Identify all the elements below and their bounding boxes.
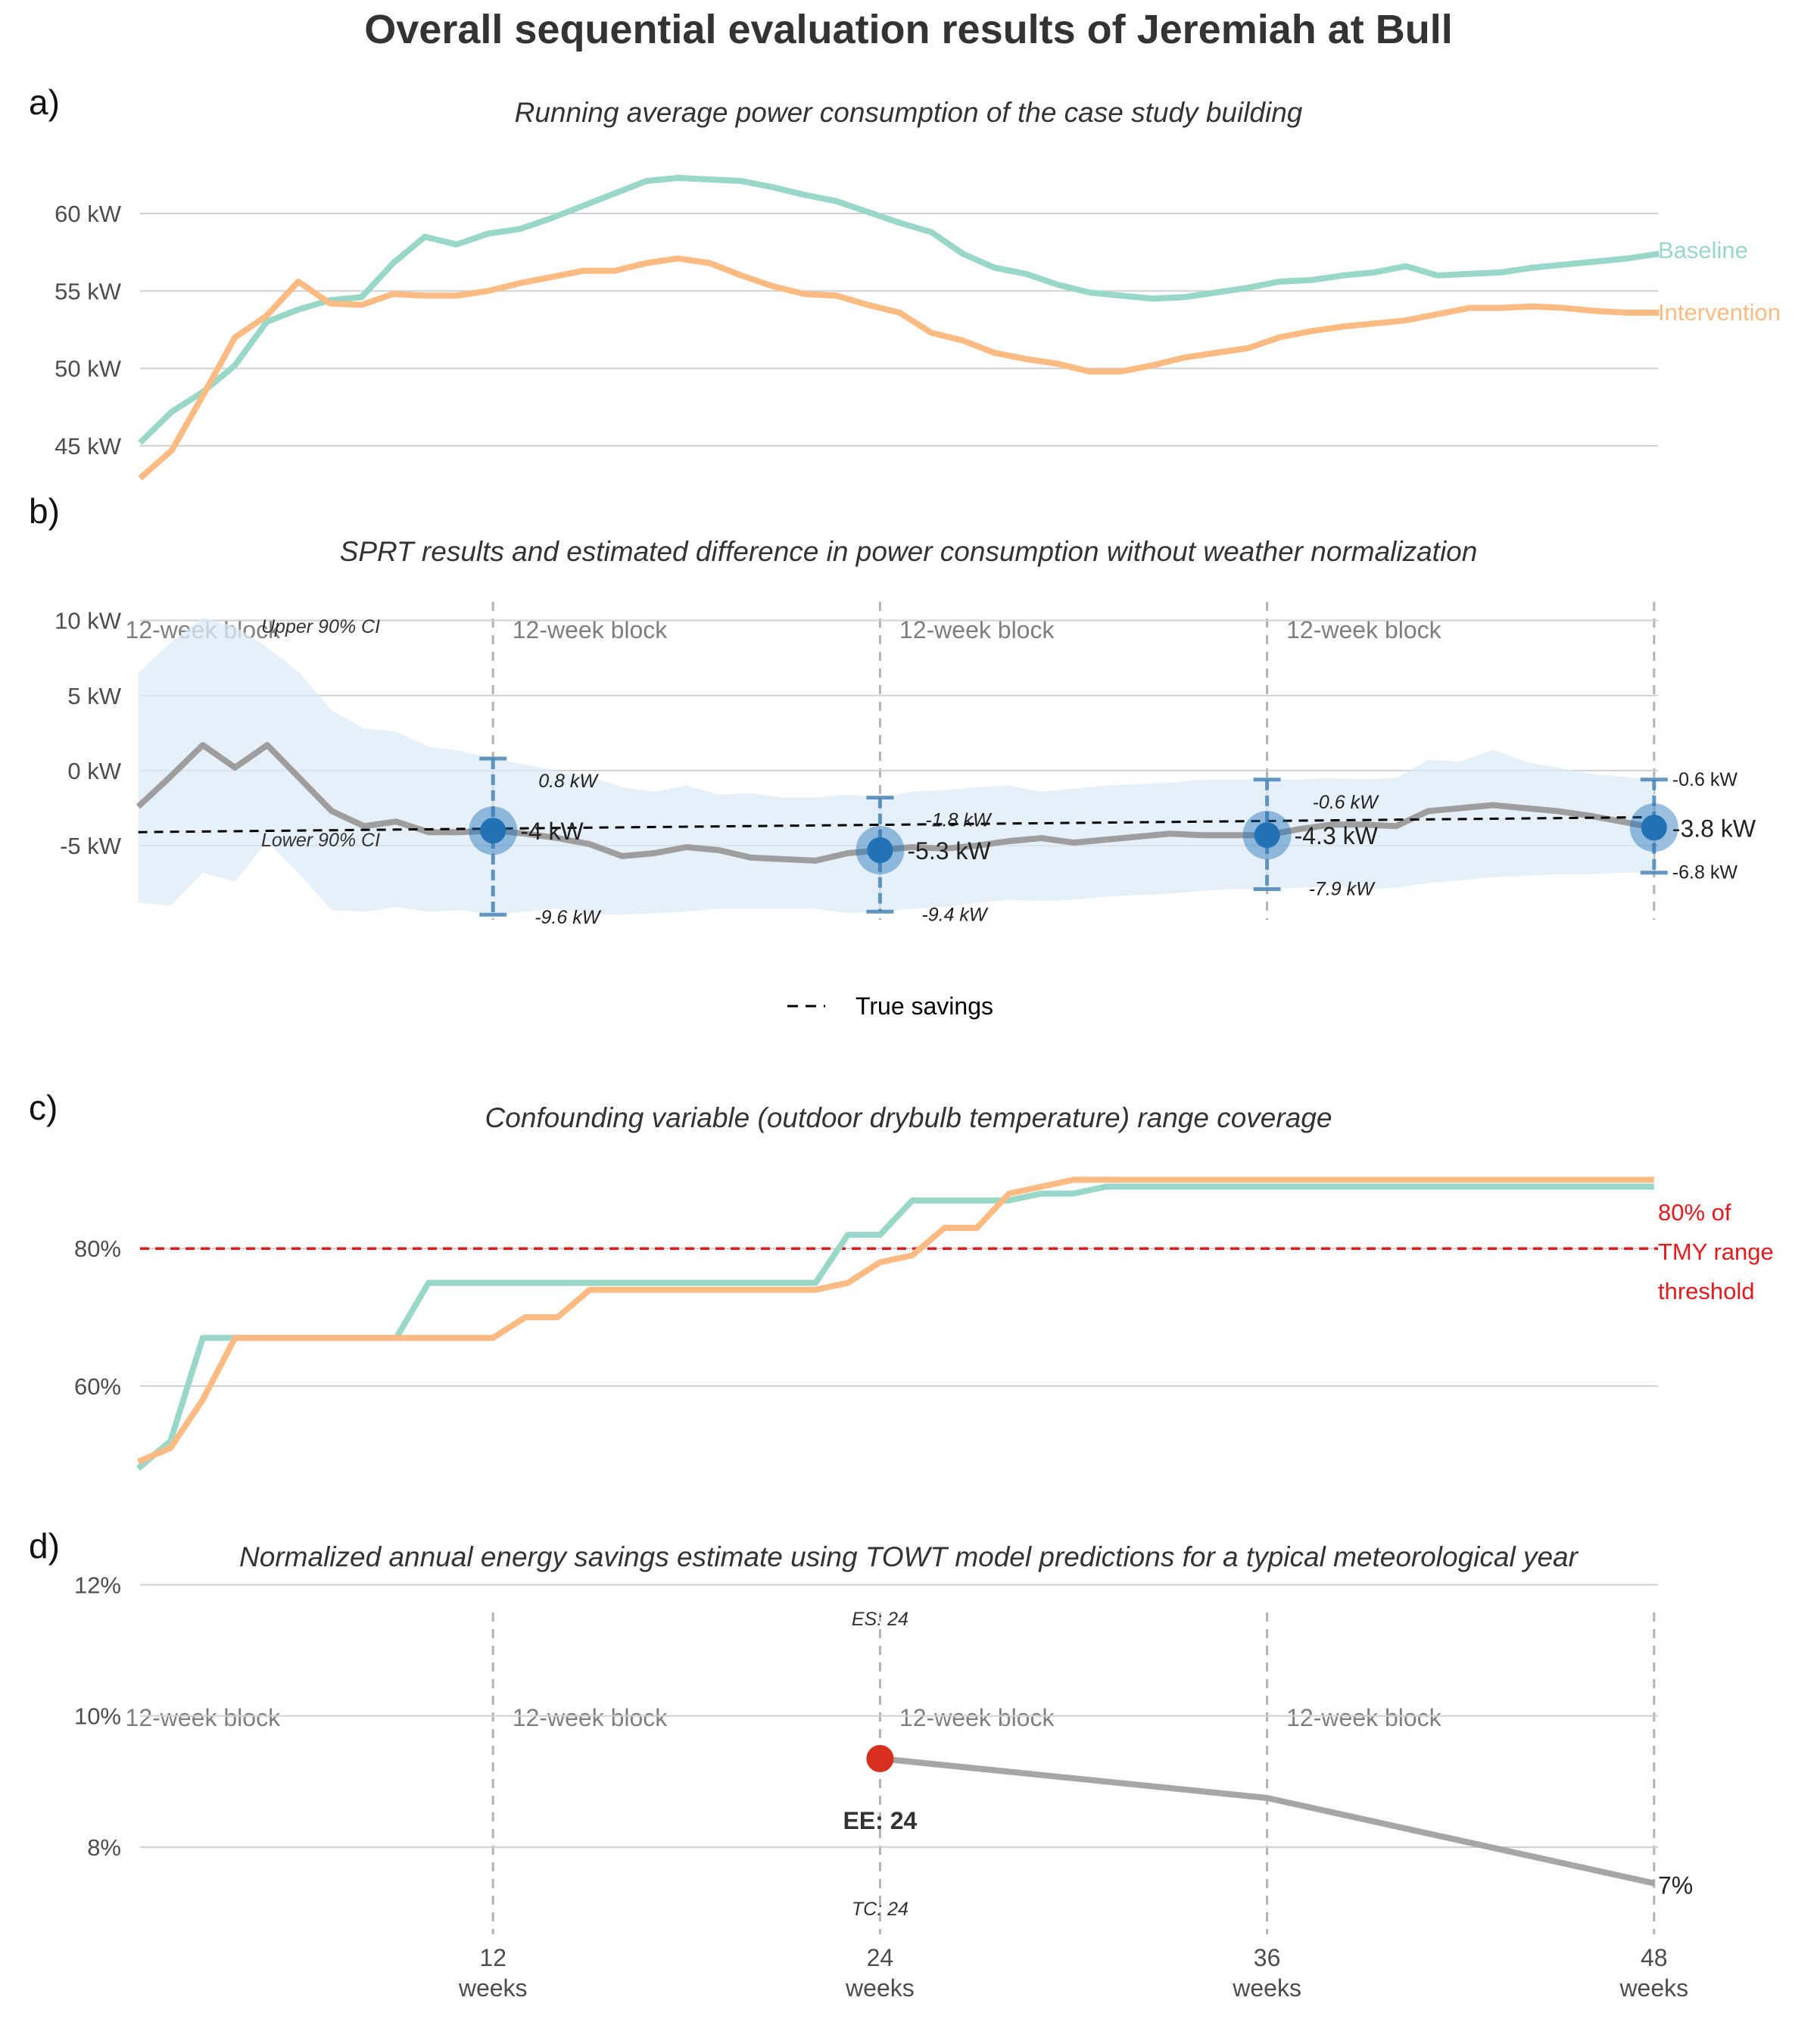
panel-b-estimate-point [1641, 815, 1667, 841]
panel-d-block-label: 12-week block [126, 1704, 282, 1731]
panel-c-subtitle: Confounding variable (outdoor drybulb te… [485, 1102, 1332, 1133]
panel-d-es-label: ES: 24 [852, 1609, 908, 1630]
panel-b-lower-ci-label: Lower 90% CI [261, 830, 380, 851]
panel-b-upper-bound-label: -1.8 kW [925, 810, 993, 831]
panel-c-threshold-label: threshold [1658, 1278, 1755, 1304]
panel-a-series-label: Baseline [1658, 237, 1748, 263]
panel-d-subtitle: Normalized annual energy savings estimat… [239, 1541, 1578, 1572]
panel-a-series-label: Intervention [1658, 299, 1781, 326]
panel-d-end-label: 7% [1658, 1872, 1693, 1899]
panel-d-ytick-label: 10% [74, 1703, 121, 1730]
panel-d-ytick-label: 12% [74, 1572, 121, 1598]
panel-c-series-line-intervention [137, 1176, 1654, 1465]
panel-a-series-line-intervention [138, 255, 1660, 481]
panel-c-threshold-label: TMY range [1658, 1239, 1774, 1265]
panel-b-upper-bound-label: 0.8 kW [538, 771, 599, 792]
panel-b-upper-bound-label: -0.6 kW [1672, 769, 1738, 790]
x-axis-tick-label: 48 [1641, 1944, 1668, 1971]
panel-b-upper-ci-label: Upper 90% CI [261, 616, 380, 637]
panel-d-ytick-label: 8% [87, 1834, 121, 1861]
panel-b-estimate-label: -3.8 kW [1672, 815, 1756, 842]
panel-b-ci-band [138, 617, 1654, 915]
panel-b-difference-line [136, 742, 1655, 864]
panel-c-series-line-baseline [136, 1183, 1654, 1471]
panel-b-true-savings-line [138, 815, 1654, 833]
panel-d-letter: d) [29, 1526, 60, 1566]
panel-b-estimate-point [867, 837, 893, 863]
x-axis-tick-label: 12 [479, 1944, 506, 1971]
panel-a-ytick-label: 60 kW [55, 201, 122, 227]
x-axis-tick-label: 24 [867, 1944, 894, 1971]
panel-b-ytick-label: -5 kW [60, 833, 122, 859]
panel-c-threshold-label: 80% of [1658, 1199, 1731, 1226]
panel-d-block-label: 12-week block [513, 1704, 669, 1731]
panel-b-estimate-label: -4.3 kW [1295, 822, 1379, 849]
panel-b-ytick-label: 10 kW [55, 608, 122, 634]
panel-b-lower-bound-label: -6.8 kW [1672, 862, 1738, 883]
panel-d-block-label: 12-week block [1286, 1704, 1442, 1731]
panel-b-lower-bound-label: -9.4 kW [921, 904, 989, 925]
panel-b-estimate-label: -4 kW [520, 818, 584, 845]
panel-b-estimate-label: -5.3 kW [907, 837, 991, 865]
x-axis-tick-label: 36 [1254, 1944, 1281, 1971]
panel-b-upper-bound-label: -0.6 kW [1313, 792, 1380, 813]
x-axis-tick-unit: weeks [458, 1974, 528, 2002]
panel-b-estimate-point [1254, 822, 1280, 849]
panel-b-lower-bound-label: -9.6 kW [535, 907, 602, 928]
figure-title: Overall sequential evaluation results of… [364, 7, 1453, 52]
panel-b-ytick-label: 5 kW [67, 683, 121, 709]
panel-d-savings-line [879, 1756, 1655, 1887]
panel-b-ytick-label: 0 kW [67, 758, 121, 784]
panel-a-series-line-baseline [138, 175, 1660, 445]
panel-a-ytick-label: 45 kW [55, 433, 122, 460]
panel-a-ytick-label: 55 kW [55, 278, 122, 304]
panel-b-lower-bound-label: -7.9 kW [1309, 879, 1376, 900]
panel-a-letter: a) [29, 83, 60, 122]
panel-b-estimate-point [480, 818, 506, 844]
panel-d-block-label: 12-week block [899, 1704, 1055, 1731]
panel-b-letter: b) [29, 491, 60, 531]
panel-c-ytick-label: 80% [74, 1235, 121, 1262]
x-axis-tick-unit: weeks [1232, 1974, 1301, 2002]
panel-a-ytick-label: 50 kW [55, 356, 122, 382]
panel-a-subtitle: Running average power consumption of the… [514, 97, 1303, 128]
x-axis-tick-unit: weeks [1619, 1974, 1688, 2002]
panel-c-ytick-label: 60% [74, 1373, 121, 1400]
legend-true-savings-label: True savings [856, 992, 993, 1020]
panel-c-letter: c) [29, 1088, 58, 1127]
panel-d-tc-label: TC: 24 [852, 1899, 908, 1920]
panel-d-ee-label: EE: 24 [843, 1807, 917, 1834]
panel-b-subtitle: SPRT results and estimated difference in… [339, 536, 1478, 567]
x-axis-tick-unit: weeks [845, 1974, 915, 2002]
panel-d-savings-point [866, 1745, 894, 1772]
